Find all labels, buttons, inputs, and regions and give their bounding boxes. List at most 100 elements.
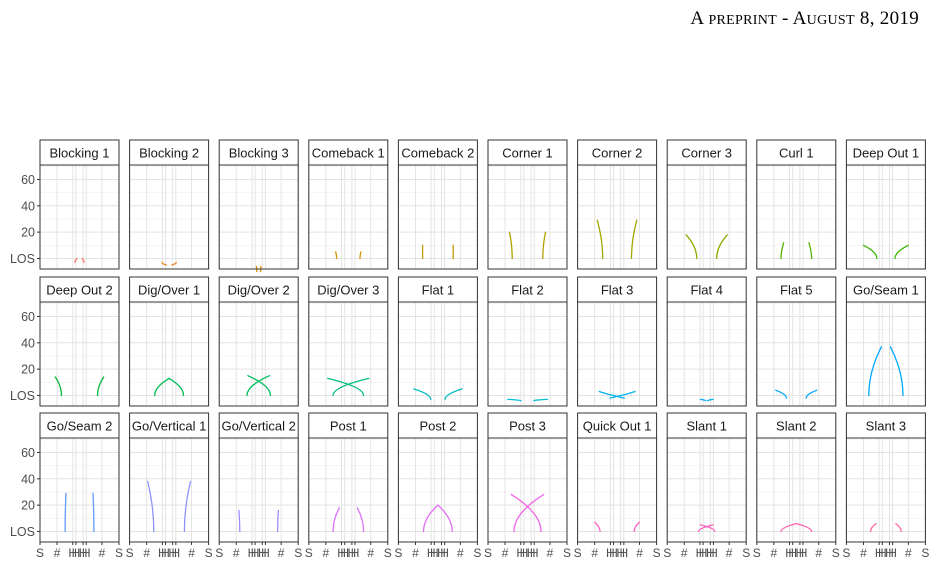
route-line	[699, 398, 707, 402]
facet-panel	[308, 165, 388, 269]
route-line	[533, 398, 548, 402]
facet-border	[756, 437, 837, 543]
x-tick-label: H	[709, 546, 718, 560]
route-line	[808, 242, 813, 260]
y-tick-label: 20	[21, 363, 35, 377]
facet-panel	[488, 302, 567, 406]
y-tick-label: 40	[21, 472, 35, 486]
x-tick-label: S	[563, 546, 571, 560]
facet-border	[577, 301, 658, 407]
facet-title: Corner 1	[502, 146, 553, 161]
x-tick-label: #	[681, 546, 688, 560]
x-tick-label: H	[168, 546, 177, 560]
x-tick-label: #	[54, 546, 61, 560]
x-tick-label: H	[885, 546, 894, 560]
facet-panel	[219, 302, 299, 406]
route-line	[895, 522, 902, 533]
facet-strip	[845, 139, 926, 166]
x-tick-label: S	[215, 546, 223, 560]
facet-strip	[129, 412, 210, 439]
x-tick-label: H	[161, 546, 170, 560]
facet-border	[397, 164, 478, 270]
x-tick-label: S	[484, 546, 492, 560]
facet-border	[666, 301, 747, 407]
route-line	[805, 389, 818, 399]
facet-border	[845, 437, 926, 543]
route-line	[154, 377, 170, 397]
x-tick-label: H	[875, 546, 884, 560]
x-tick-label: #	[188, 546, 195, 560]
facet-border	[487, 164, 568, 270]
facet-strip	[308, 276, 389, 303]
y-tick-label: 60	[21, 446, 35, 460]
x-tick-label: H	[251, 546, 260, 560]
x-tick-label: S	[753, 546, 761, 560]
y-tick-label: LOS	[10, 525, 35, 539]
facet-border	[129, 437, 210, 543]
route-line	[699, 524, 716, 533]
x-tick-label: H	[888, 546, 897, 560]
facet-strip	[487, 412, 568, 439]
x-tick-label: H	[158, 546, 167, 560]
x-tick-label: #	[726, 546, 733, 560]
x-tick-label: H	[258, 546, 267, 560]
x-tick-label: #	[905, 546, 912, 560]
x-tick-label: H	[527, 546, 536, 560]
x-tick-label: H	[696, 546, 705, 560]
facet-strip	[397, 412, 478, 439]
facet-title: Quick Out 1	[583, 419, 652, 434]
x-tick-label: H	[799, 546, 808, 560]
facet-border	[218, 437, 299, 543]
route-line	[276, 509, 280, 533]
facet-title: Deep Out 2	[46, 283, 113, 298]
facet-border	[129, 301, 210, 407]
facet-border	[308, 164, 389, 270]
y-tick-label: 20	[21, 226, 35, 240]
facet-panel	[398, 438, 478, 542]
facet-panel	[846, 165, 926, 269]
route-line	[508, 231, 513, 260]
facet-title: Go/Vertical 1	[132, 419, 206, 434]
x-tick-label: H	[616, 546, 625, 560]
page-header: A PREPRINT - AUGUST 8, 2019	[690, 8, 919, 29]
route-line	[444, 388, 463, 401]
facet-panel	[308, 438, 388, 542]
facet-panel	[488, 165, 567, 269]
facet-strip	[577, 412, 658, 439]
facet-border	[666, 437, 747, 543]
x-tick-label: H	[248, 546, 257, 560]
y-tick-label: 60	[21, 173, 35, 187]
facet-strip	[308, 412, 389, 439]
facet-border	[577, 164, 658, 270]
x-tick-label: H	[440, 546, 449, 560]
facet-panel	[40, 165, 119, 269]
x-tick-label: #	[547, 546, 554, 560]
facet-strip	[666, 276, 747, 303]
x-tick-label: #	[367, 546, 374, 560]
facet-border	[308, 437, 389, 543]
facet-title: Comeback 2	[401, 146, 474, 161]
facet-border	[487, 301, 568, 407]
route-line	[633, 521, 641, 533]
facet-border	[308, 301, 389, 407]
x-tick-label: #	[502, 546, 509, 560]
facet-title: Post 1	[330, 419, 367, 434]
route-line	[238, 509, 241, 533]
x-tick-label: #	[457, 546, 464, 560]
facet-title: Dig/Over 1	[138, 283, 200, 298]
facet-title: Dig/Over 3	[317, 283, 379, 298]
x-tick-label: S	[574, 546, 582, 560]
route-line	[609, 390, 636, 399]
x-tick-label: H	[337, 546, 346, 560]
facet-panel	[667, 165, 747, 269]
facet-panel	[40, 302, 119, 406]
y-tick-label: 40	[21, 199, 35, 213]
route-line	[780, 242, 785, 260]
facet-title: Slant 3	[866, 419, 906, 434]
x-tick-label: #	[143, 546, 150, 560]
route-line	[54, 376, 63, 397]
x-tick-label: #	[860, 546, 867, 560]
x-tick-label: H	[619, 546, 628, 560]
facet-title: Corner 3	[681, 146, 732, 161]
